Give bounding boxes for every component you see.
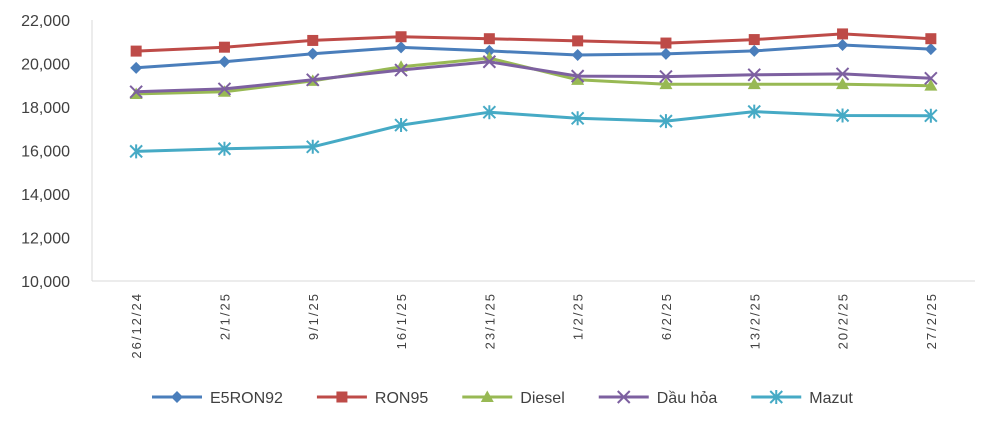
data-point (483, 33, 495, 45)
data-point (924, 71, 938, 85)
series-line (136, 56, 931, 96)
x-tick-label: 20/2/25 (836, 292, 851, 349)
y-tick-label: 18,000 (21, 100, 70, 117)
data-point (482, 105, 497, 120)
data-point (306, 73, 320, 87)
legend-item: Mazut (751, 390, 853, 407)
legend-item: Diesel (462, 390, 565, 407)
data-point (129, 85, 143, 99)
legend-marker (769, 390, 783, 404)
data-point (659, 77, 673, 90)
series-E5RON92 (130, 39, 937, 74)
y-tick-label: 10,000 (21, 274, 70, 291)
data-point (218, 55, 231, 68)
x-tick-label: 27/2/25 (924, 292, 939, 349)
series-line (136, 32, 931, 53)
y-tick-label: 14,000 (21, 187, 70, 204)
data-point (217, 82, 232, 96)
series-RON95 (130, 28, 937, 57)
legend-label: Mazut (809, 390, 853, 407)
chart-legend: E5RON92 RON95 Diesel Dầu hỏa Mazut (152, 390, 853, 407)
data-point (837, 28, 849, 40)
data-point (571, 49, 584, 62)
data-point (748, 34, 760, 46)
data-point (130, 61, 143, 74)
data-point (306, 47, 319, 60)
data-point (835, 67, 850, 81)
y-tick-label: 16,000 (21, 144, 70, 161)
data-point (747, 104, 761, 119)
legend-label: RON95 (375, 390, 428, 407)
data-point (394, 63, 408, 77)
legend-label: Dầu hỏa (657, 390, 718, 407)
x-tick-label: 16/1/25 (394, 292, 409, 349)
legend-marker (336, 391, 348, 403)
legend-marker (480, 390, 494, 402)
x-tick-label: 9/1/25 (306, 292, 321, 340)
data-point (307, 34, 319, 46)
series-Mazut (129, 104, 938, 159)
legend-label: Diesel (520, 390, 564, 407)
data-point (748, 44, 761, 57)
x-tick-label: 2/1/25 (217, 292, 232, 340)
data-point (395, 41, 408, 54)
x-tick-label: 6/2/25 (659, 292, 674, 340)
y-tick-label: 22,000 (21, 13, 70, 30)
data-point (572, 35, 584, 47)
data-point (836, 39, 849, 52)
data-point (570, 69, 585, 83)
x-tick-label: 26/12/24 (129, 292, 144, 359)
data-point (395, 31, 407, 43)
data-point (130, 45, 142, 57)
chart-series (129, 28, 938, 159)
series-line (136, 43, 931, 70)
data-point (924, 79, 938, 91)
data-point (482, 51, 496, 64)
data-point (747, 77, 761, 90)
y-tick-label: 12,000 (21, 231, 70, 248)
data-point (925, 33, 937, 45)
legend-label: E5RON92 (210, 390, 283, 407)
series-Dầu hỏa (129, 55, 938, 99)
data-point (394, 118, 408, 133)
data-point (836, 77, 850, 90)
legend-item: RON95 (316, 390, 428, 407)
legend-marker (617, 390, 631, 404)
data-point (660, 37, 672, 49)
series-line (136, 110, 931, 153)
data-point (483, 44, 496, 57)
legend-marker (171, 391, 183, 403)
x-tick-label: 13/2/25 (747, 292, 762, 349)
y-tick-label: 20,000 (21, 57, 70, 74)
data-point (747, 68, 761, 82)
x-tick-label: 23/1/25 (482, 292, 497, 349)
data-point (924, 43, 937, 56)
series-line (136, 60, 931, 94)
legend-item: Dầu hỏa (598, 390, 718, 407)
data-point (306, 139, 320, 154)
data-point (217, 141, 232, 156)
data-point (129, 144, 143, 159)
y-axis-ticks: 10,000 12,000 14,000 16,000 18,000 20,000 22,0… (21, 13, 70, 291)
chart-axes (91, 20, 975, 282)
data-point (835, 108, 850, 123)
data-point (218, 41, 230, 53)
data-point (659, 69, 673, 84)
data-point (659, 114, 673, 129)
data-point (570, 111, 585, 126)
data-point (482, 55, 497, 69)
data-point (924, 108, 938, 123)
data-point (571, 73, 585, 85)
x-axis-ticks: 26/12/24 2/1/25 9/1/25 16/1/25 23/1/25 1/2/25… (129, 292, 939, 359)
data-point (217, 85, 231, 97)
data-point (659, 47, 672, 60)
x-tick-label: 1/2/25 (571, 292, 586, 340)
legend-item: E5RON92 (152, 390, 283, 407)
